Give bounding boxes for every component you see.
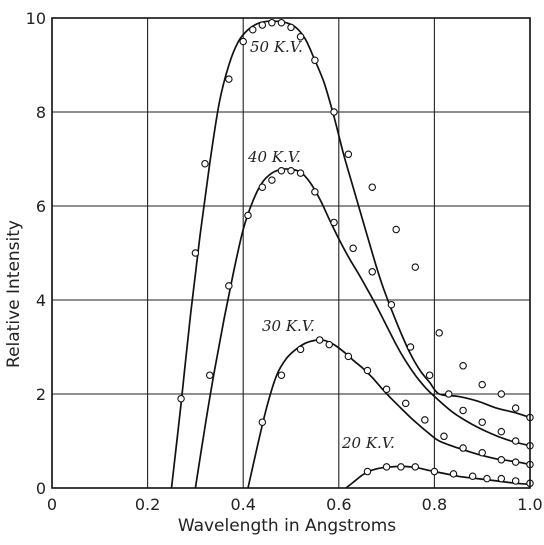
data-point-20-k-v: [430, 467, 439, 476]
data-point-30-k-v: [459, 444, 467, 452]
data-point-50-k-v: [258, 21, 267, 29]
y-tick-labels: 0 2 4 6 8 10: [26, 9, 46, 498]
data-point-20-k-v: [363, 467, 372, 476]
data-point-30-k-v: [325, 340, 333, 349]
data-point-20-k-v: [449, 470, 458, 478]
data-point-40-k-v: [296, 169, 305, 177]
data-point-30-k-v: [258, 418, 267, 426]
curves: [170, 20, 531, 489]
data-point-20-k-v: [468, 472, 477, 480]
data-point-40-k-v: [478, 418, 486, 426]
y-tick-label: 6: [36, 197, 46, 216]
data-point-40-k-v: [268, 176, 276, 184]
x-tick-labels: 0 0.2 0.4 0.6 0.8 1.0: [47, 495, 543, 514]
data-point-40-k-v: [349, 244, 357, 253]
data-point-50-k-v: [392, 225, 400, 234]
data-point-50-k-v: [201, 159, 209, 168]
data-point-50-k-v: [296, 33, 305, 41]
data-point-30-k-v: [277, 371, 286, 379]
data-point-30-k-v: [382, 385, 391, 394]
data-point-20-k-v: [397, 463, 405, 471]
data-point-30-k-v: [511, 458, 520, 466]
data-point-50-k-v: [330, 108, 338, 116]
data-point-40-k-v: [368, 268, 377, 276]
data-point-40-k-v: [287, 167, 295, 175]
y-tick-label: 10: [26, 9, 46, 28]
series-line-50-k-v: [170, 20, 531, 489]
data-point-40-k-v: [497, 427, 506, 436]
data-point-40-k-v: [277, 167, 286, 175]
data-point-20-k-v: [382, 463, 391, 471]
grid: [51, 17, 531, 489]
data-point-30-k-v: [315, 336, 324, 344]
series-labels: 50 K.V. 40 K.V. 30 K.V. 20 K.V.: [247, 38, 395, 452]
y-tick-label: 2: [36, 385, 46, 404]
data-point-50-k-v: [225, 75, 233, 83]
data-point-40-k-v: [258, 183, 267, 191]
data-point-50-k-v: [478, 380, 486, 389]
data-point-40-k-v: [205, 371, 214, 379]
x-tick-label: 0.6: [326, 495, 351, 514]
y-tick-label: 0: [36, 479, 46, 498]
y-tick-label: 4: [36, 291, 46, 310]
data-points: [177, 18, 534, 488]
data-point-30-k-v: [363, 366, 372, 375]
data-point-50-k-v: [511, 404, 520, 412]
data-point-30-k-v: [478, 448, 486, 457]
data-point-40-k-v: [330, 218, 338, 227]
data-point-20-k-v: [411, 463, 420, 471]
data-point-40-k-v: [244, 211, 252, 220]
data-point-20-k-v: [497, 474, 506, 483]
data-point-40-k-v: [406, 343, 415, 351]
data-point-40-k-v: [425, 371, 434, 379]
x-tick-label: 1.0: [517, 495, 542, 514]
series-label-20-k-v: 20 K.V.: [341, 434, 395, 452]
data-point-40-k-v: [387, 300, 396, 309]
data-point-50-k-v: [311, 56, 319, 65]
x-tick-label: 0.8: [422, 495, 447, 514]
data-point-50-k-v: [411, 263, 420, 271]
data-point-20-k-v: [483, 474, 491, 483]
data-point-50-k-v: [249, 25, 257, 34]
data-point-50-k-v: [268, 18, 276, 27]
data-point-50-k-v: [368, 183, 377, 191]
data-point-40-k-v: [511, 437, 520, 445]
data-point-50-k-v: [177, 394, 185, 403]
x-axis-label: Wavelength in Angstroms: [178, 516, 396, 536]
data-point-40-k-v: [225, 282, 233, 290]
series-label-40-k-v: 40 K.V.: [247, 148, 301, 166]
data-point-40-k-v: [444, 390, 453, 398]
data-point-30-k-v: [421, 416, 429, 424]
data-point-50-k-v: [277, 18, 286, 27]
y-tick-label: 8: [36, 103, 46, 122]
data-point-50-k-v: [239, 37, 247, 46]
data-point-50-k-v: [497, 390, 506, 398]
data-point-50-k-v: [435, 329, 443, 337]
data-point-30-k-v: [497, 456, 506, 464]
data-point-30-k-v: [440, 432, 448, 441]
data-point-50-k-v: [344, 150, 353, 159]
series-line-40-k-v: [194, 168, 531, 489]
x-tick-label: 0.2: [135, 495, 160, 514]
data-point-50-k-v: [191, 249, 200, 257]
data-point-30-k-v: [344, 352, 353, 361]
data-point-30-k-v: [401, 399, 410, 408]
data-point-40-k-v: [459, 406, 467, 415]
x-tick-label: 0.4: [230, 495, 255, 514]
data-point-50-k-v: [459, 362, 467, 370]
data-point-30-k-v: [296, 345, 305, 354]
plot-frame: [51, 17, 531, 489]
x-tick-label: 0: [47, 495, 57, 514]
series-label-30-k-v: 30 K.V.: [262, 317, 315, 335]
data-point-20-k-v: [511, 477, 520, 485]
data-point-50-k-v: [287, 23, 295, 32]
y-axis-label: Relative Intensity: [4, 220, 24, 368]
data-point-40-k-v: [311, 188, 319, 196]
series-label-50-k-v: 50 K.V.: [250, 38, 303, 56]
